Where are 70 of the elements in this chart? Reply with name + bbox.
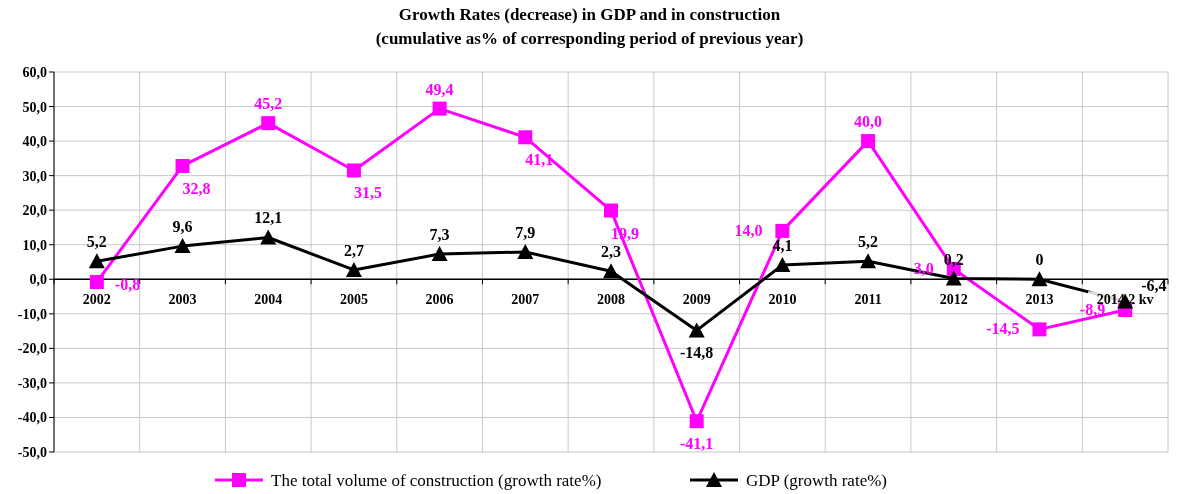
point bbox=[175, 158, 190, 173]
y-tick-label: 30,0 bbox=[22, 168, 47, 184]
y-tick-label: -30,0 bbox=[17, 375, 47, 391]
data-label: 0 bbox=[1035, 251, 1044, 269]
point bbox=[260, 229, 277, 245]
x-tick-label: 2011 bbox=[854, 292, 882, 308]
y-tick-label: -50,0 bbox=[17, 445, 47, 460]
point bbox=[517, 243, 534, 259]
data-label: 12,1 bbox=[254, 209, 283, 227]
data-label: -14,5 bbox=[986, 320, 1020, 338]
x-tick-label: 2006 bbox=[425, 292, 454, 308]
data-label: -14,8 bbox=[680, 344, 714, 362]
data-label: 9,6 bbox=[172, 218, 193, 236]
point bbox=[89, 275, 104, 290]
point bbox=[261, 116, 276, 131]
data-label: 40,0 bbox=[854, 113, 883, 131]
y-tick-label: -40,0 bbox=[17, 410, 47, 426]
point bbox=[945, 270, 962, 286]
data-label: 2,3 bbox=[601, 243, 621, 261]
point bbox=[1031, 271, 1048, 287]
data-label: 49,4 bbox=[425, 80, 454, 98]
point bbox=[174, 238, 191, 254]
legend-label: GDP (growth rate%) bbox=[746, 471, 887, 490]
point bbox=[88, 253, 105, 269]
y-tick-label: -20,0 bbox=[17, 341, 47, 357]
point bbox=[518, 130, 533, 145]
data-label: -0,8 bbox=[114, 276, 141, 294]
point bbox=[774, 257, 791, 273]
x-tick-label: 2009 bbox=[682, 292, 711, 308]
x-tick-label: 2010 bbox=[768, 292, 797, 308]
point bbox=[345, 261, 362, 277]
point bbox=[861, 134, 876, 149]
data-label: 32,8 bbox=[182, 179, 211, 197]
y-tick-label: 10,0 bbox=[22, 237, 47, 253]
point bbox=[603, 263, 619, 279]
y-tick-label: 60,0 bbox=[22, 65, 47, 80]
y-tick-label: 40,0 bbox=[22, 134, 47, 150]
data-label: -41,1 bbox=[680, 435, 714, 453]
y-tick-label: 50,0 bbox=[22, 99, 47, 115]
point bbox=[346, 163, 361, 178]
point bbox=[860, 253, 877, 269]
y-tick-label: 0,0 bbox=[29, 272, 47, 288]
data-label: 14,0 bbox=[734, 221, 763, 239]
data-label: 45,2 bbox=[254, 95, 283, 113]
data-label: 31,5 bbox=[353, 184, 382, 202]
data-label: 2,7 bbox=[343, 241, 364, 259]
data-label: 7,9 bbox=[515, 223, 536, 241]
point bbox=[1032, 322, 1047, 337]
legend-label: The total volume of construction (growth rate%) bbox=[271, 471, 602, 490]
y-tick-label: -10,0 bbox=[17, 306, 47, 322]
point bbox=[775, 223, 790, 238]
point bbox=[689, 414, 704, 429]
x-tick-label: 2003 bbox=[168, 292, 197, 308]
data-label: 5,2 bbox=[86, 233, 107, 251]
chart-title: Growth Rates (decrease) in GDP and in construction (cumulative as% of corresponding period of previous year) bbox=[375, 5, 804, 48]
x-tick-label: 2013 bbox=[1025, 292, 1054, 308]
x-tick-label: 2012 bbox=[939, 292, 968, 308]
data-label: 5,2 bbox=[858, 233, 879, 251]
data-label: 7,3 bbox=[429, 226, 450, 244]
data-label: -6,4 bbox=[1141, 277, 1167, 295]
x-tick-label: 2005 bbox=[339, 292, 368, 308]
point bbox=[431, 246, 448, 262]
y-tick-label: 20,0 bbox=[22, 203, 47, 219]
x-tick-label: 2008 bbox=[597, 292, 625, 308]
x-tick-label: 2004 bbox=[254, 292, 283, 308]
x-tick-label: 2007 bbox=[511, 292, 540, 308]
x-tick-label: 2002 bbox=[82, 292, 111, 308]
point bbox=[604, 203, 618, 218]
point bbox=[432, 101, 447, 116]
point bbox=[688, 322, 705, 338]
